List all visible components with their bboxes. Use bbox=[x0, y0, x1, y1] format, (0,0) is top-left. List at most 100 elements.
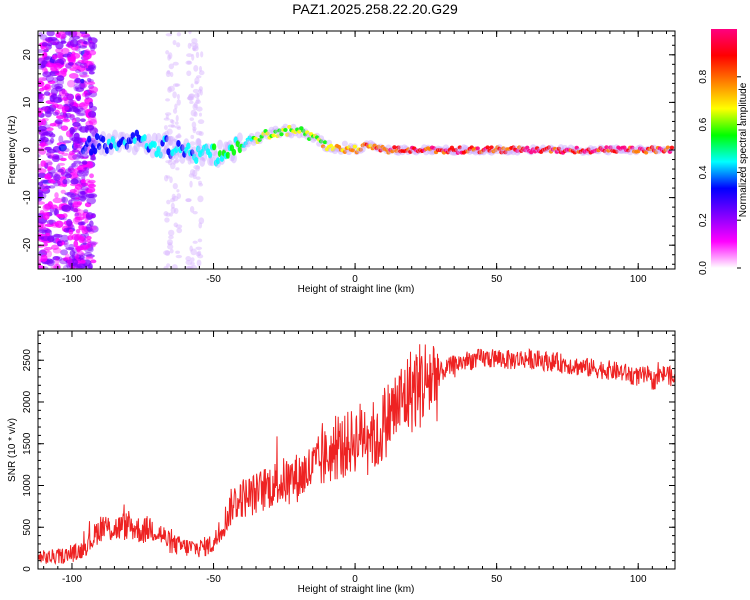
noise-blob bbox=[38, 226, 47, 230]
ridge-core bbox=[394, 149, 399, 154]
noise-blob bbox=[84, 218, 89, 224]
noise-blob bbox=[64, 192, 74, 196]
noise-blob bbox=[38, 125, 47, 132]
noise-blob bbox=[90, 156, 97, 161]
noise-blob bbox=[83, 209, 89, 214]
noise-blob bbox=[44, 146, 52, 151]
ridge-core bbox=[287, 124, 292, 129]
noise-blob bbox=[82, 71, 88, 75]
noise-blob bbox=[38, 227, 49, 232]
noise-blob bbox=[68, 228, 74, 235]
noise-blob bbox=[38, 93, 45, 100]
noise-blob bbox=[42, 71, 52, 78]
ridge-core bbox=[237, 146, 243, 154]
noise-blob bbox=[40, 141, 45, 149]
noise-blob bbox=[88, 101, 94, 109]
noise-blob bbox=[191, 38, 198, 44]
noise-blob bbox=[38, 154, 41, 158]
ridge-core bbox=[283, 127, 288, 132]
ridge-core bbox=[396, 145, 401, 150]
spectrogram-marks bbox=[38, 31, 675, 269]
ridge-halo bbox=[296, 132, 303, 139]
ridge-core bbox=[431, 146, 437, 151]
x-tick-label: 100 bbox=[630, 574, 647, 585]
noise-blob bbox=[60, 40, 67, 44]
noise-blob bbox=[84, 49, 91, 55]
noise-blob bbox=[47, 80, 56, 84]
noise-blob bbox=[168, 235, 174, 240]
ridge-core bbox=[487, 148, 492, 153]
noise-blob bbox=[52, 111, 59, 116]
noise-blob bbox=[80, 78, 85, 84]
colorbar-ticks: 0.0 0.2 0.4 0.6 0.8 bbox=[698, 69, 741, 275]
ridge-halo bbox=[266, 129, 273, 136]
noise-blob bbox=[84, 187, 89, 195]
noise-blob bbox=[43, 124, 51, 129]
ridge-core bbox=[350, 148, 356, 153]
ridge-halo bbox=[84, 144, 91, 155]
noise-blob bbox=[73, 132, 80, 140]
ridge-halo bbox=[230, 153, 237, 164]
noise-blob bbox=[44, 139, 54, 145]
noise-blob bbox=[83, 252, 93, 257]
ridge-core bbox=[96, 142, 102, 150]
noise-blob bbox=[79, 62, 88, 69]
noise-blob bbox=[82, 41, 92, 45]
ridge-core bbox=[336, 144, 342, 149]
ridge-core bbox=[643, 150, 649, 155]
ridge-core bbox=[132, 137, 138, 145]
noise-blob bbox=[67, 167, 76, 173]
noise-blob bbox=[41, 77, 48, 81]
noise-blob bbox=[38, 119, 43, 126]
noise-blob bbox=[45, 152, 55, 156]
ridge-halo bbox=[359, 146, 366, 153]
ridge-core bbox=[231, 148, 237, 156]
noise-blob bbox=[53, 173, 61, 181]
noise-blob bbox=[166, 70, 171, 75]
y-tick-label: 2000 bbox=[22, 390, 33, 413]
snr-y-label: SNR (10 * v/v) bbox=[7, 418, 18, 482]
ridge-core bbox=[87, 135, 92, 143]
noise-blob bbox=[62, 105, 70, 111]
noise-blob bbox=[68, 31, 77, 38]
ridge-halo bbox=[112, 129, 119, 140]
noise-blob bbox=[163, 211, 169, 217]
noise-blob bbox=[73, 83, 80, 92]
noise-blob bbox=[174, 158, 180, 163]
ridge-core bbox=[606, 148, 611, 153]
noise-blob bbox=[88, 110, 97, 118]
noise-blob bbox=[77, 107, 86, 116]
ridge-core bbox=[108, 142, 114, 150]
noise-blob bbox=[62, 118, 71, 123]
noise-blob bbox=[169, 176, 173, 184]
ridge-core bbox=[552, 146, 558, 151]
noise-blob bbox=[76, 200, 83, 206]
noise-blob bbox=[67, 152, 78, 161]
noise-blob bbox=[166, 199, 171, 205]
noise-blob bbox=[169, 212, 173, 217]
snr-frame bbox=[37, 330, 676, 570]
noise-blob bbox=[57, 168, 64, 173]
noise-blob bbox=[194, 92, 200, 99]
noise-blob bbox=[38, 185, 46, 190]
noise-blob bbox=[49, 137, 55, 144]
noise-blob bbox=[198, 88, 202, 94]
noise-blob bbox=[76, 246, 81, 253]
noise-blob bbox=[74, 61, 82, 66]
noise-blob bbox=[61, 96, 68, 101]
noise-blob bbox=[58, 143, 67, 152]
noise-blob bbox=[68, 73, 79, 79]
noise-blob bbox=[38, 236, 45, 240]
noise-blob bbox=[172, 182, 178, 190]
noise-blob bbox=[184, 265, 192, 269]
x-tick-label: -50 bbox=[206, 574, 221, 585]
ridge-core bbox=[455, 150, 461, 155]
noise-blob bbox=[189, 205, 195, 213]
noise-blob bbox=[52, 41, 57, 46]
noise-blob bbox=[59, 157, 67, 162]
noise-blob bbox=[70, 162, 79, 168]
noise-blob bbox=[60, 234, 70, 243]
noise-blob bbox=[62, 53, 72, 58]
noise-blob bbox=[190, 134, 195, 139]
noise-blob bbox=[64, 31, 74, 36]
